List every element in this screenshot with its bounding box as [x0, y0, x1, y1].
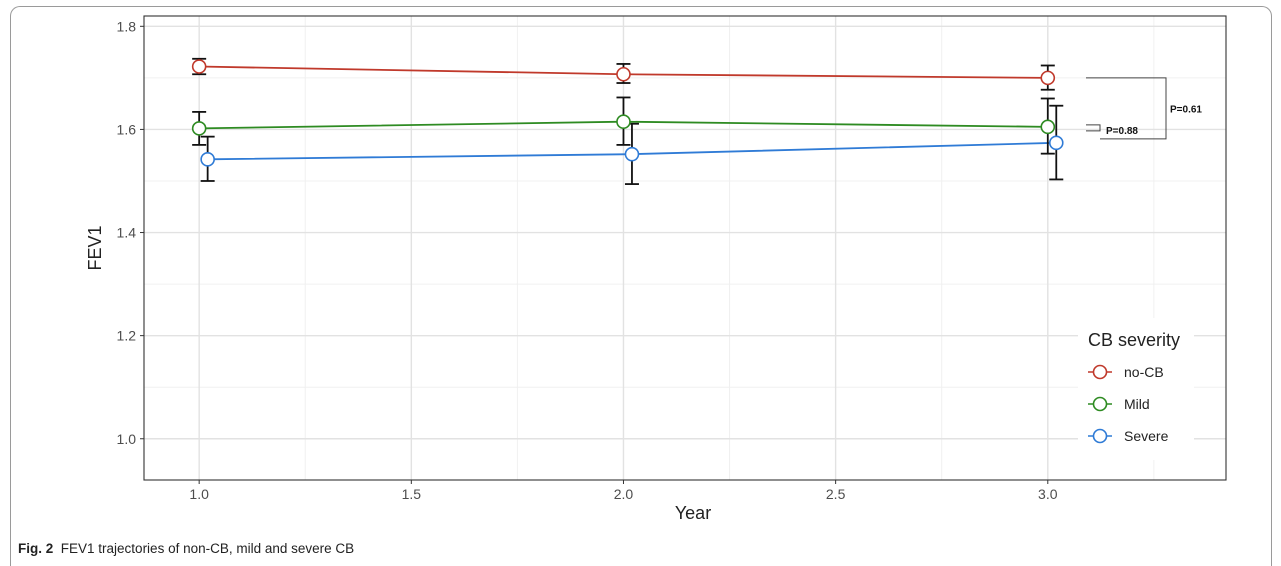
- y-tick-label: 1.8: [117, 18, 137, 34]
- legend-title: CB severity: [1088, 330, 1180, 350]
- plot-border: [143, 15, 1227, 481]
- y-tick-label: 1.2: [117, 328, 137, 344]
- y-tick-label: 1.0: [117, 431, 137, 447]
- data-point-no-cb: [191, 59, 207, 74]
- y-tick-label: 1.4: [117, 225, 137, 241]
- y-axis-title: FEV1: [85, 225, 105, 270]
- p-value-label: P=0.88: [1106, 126, 1138, 137]
- data-point-mild: [616, 114, 631, 129]
- x-tick-label: 1.0: [189, 486, 209, 502]
- data-point-mild: [191, 121, 207, 136]
- x-axis-title: Year: [675, 503, 711, 523]
- x-tick-label: 2.0: [614, 486, 634, 502]
- figure-caption: Fig. 2 FEV1 trajectories of non-CB, mild…: [18, 541, 354, 556]
- fev1-chart: 1.0 1.5 2.0 2.5 3.0 1.0 1.2 1.4 1.6 1.8 Year FEV1 P=…: [85, 15, 1227, 523]
- data-point-severe: [200, 152, 215, 167]
- legend-label-mild: Mild: [1124, 396, 1150, 412]
- plot-panel: [144, 16, 1226, 480]
- legend-label-severe: Severe: [1124, 428, 1169, 444]
- data-point-mild: [1040, 119, 1056, 135]
- x-tick-label: 2.5: [826, 486, 846, 502]
- legend-key-marker: [1092, 428, 1108, 444]
- data-point-severe: [1048, 135, 1064, 151]
- data-point-no-cb: [616, 66, 631, 82]
- x-tick-label: 3.0: [1038, 486, 1058, 502]
- x-tick-label: 1.5: [402, 486, 422, 502]
- significance-bracket: [1086, 77, 1167, 140]
- p-value-label: P=0.61: [1170, 104, 1202, 115]
- figure-frame: [10, 6, 1272, 566]
- y-tick-label: 1.6: [117, 121, 137, 137]
- legend-label-no-cb: no-CB: [1124, 364, 1164, 380]
- legend-key-marker: [1092, 364, 1108, 380]
- figure-caption-text: FEV1 trajectories of non-CB, mild and se…: [60, 541, 355, 556]
- data-point-severe: [624, 146, 640, 162]
- legend-key-marker: [1092, 396, 1108, 412]
- significance-bracket: [1086, 124, 1101, 132]
- figure-caption-label: Fig. 2: [18, 541, 54, 556]
- data-point-no-cb: [1040, 70, 1056, 86]
